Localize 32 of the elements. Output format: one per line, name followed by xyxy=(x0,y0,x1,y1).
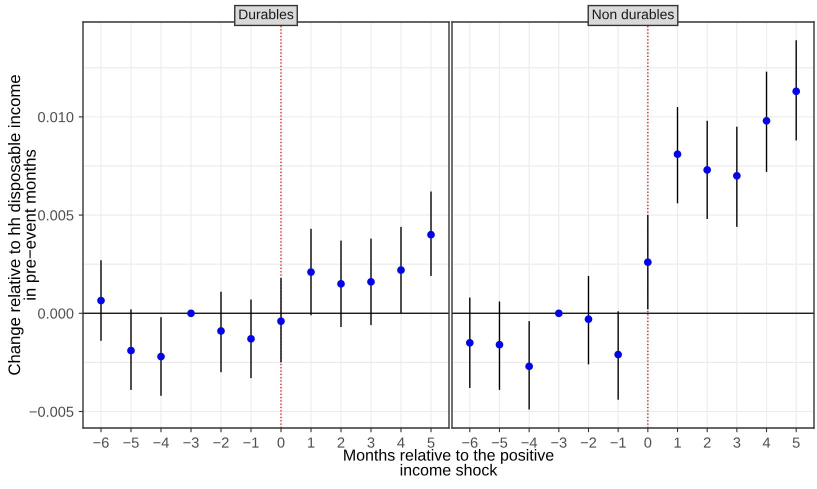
x-tick-label: 4 xyxy=(397,438,405,448)
x-tick-label: 5 xyxy=(428,438,434,448)
x-tick-label: −6 xyxy=(93,437,109,448)
x-tick-label: −5 xyxy=(123,438,139,448)
x-tick-label: 1 xyxy=(308,438,314,448)
x-tick-label: 3 xyxy=(733,437,740,448)
x-tick-label: −6 xyxy=(462,437,478,448)
x-tick-label: −2 xyxy=(580,437,596,448)
x-tick-label: −5 xyxy=(492,438,508,448)
x-tick-label: 4 xyxy=(762,438,770,448)
x-tick-label: 0 xyxy=(644,437,652,448)
y-tick-label: −0.005 xyxy=(30,406,74,417)
x-tick-label: −1 xyxy=(610,438,626,448)
x-tick-label: −4 xyxy=(522,438,538,448)
chart-title: Durables xyxy=(239,9,294,20)
x-tick-label: 5 xyxy=(792,438,800,448)
x-tick-label: 1 xyxy=(674,438,681,448)
x-tick-label: −1 xyxy=(243,438,259,448)
x-tick-label: 3 xyxy=(368,437,374,448)
y-axis-title: Change relative to hh disposable income in pre−event months xyxy=(8,75,40,375)
x-tick-label: 2 xyxy=(704,437,711,448)
x-tick-label: 2 xyxy=(338,437,344,448)
y-tick-label: 0.005 xyxy=(38,210,74,221)
x-tick-label: 0 xyxy=(278,437,284,448)
x-tick-label: −4 xyxy=(153,438,169,448)
x-tick-label: −3 xyxy=(551,437,566,448)
x-tick-label: −2 xyxy=(213,437,229,448)
x-tick-label: −3 xyxy=(183,437,199,448)
x-axis-title: Months relative to the positive income shock xyxy=(344,449,554,476)
chart-title: Non durables xyxy=(592,9,674,20)
y-tick-label: 0.010 xyxy=(38,112,74,122)
y-tick-label: 0.000 xyxy=(38,308,74,319)
